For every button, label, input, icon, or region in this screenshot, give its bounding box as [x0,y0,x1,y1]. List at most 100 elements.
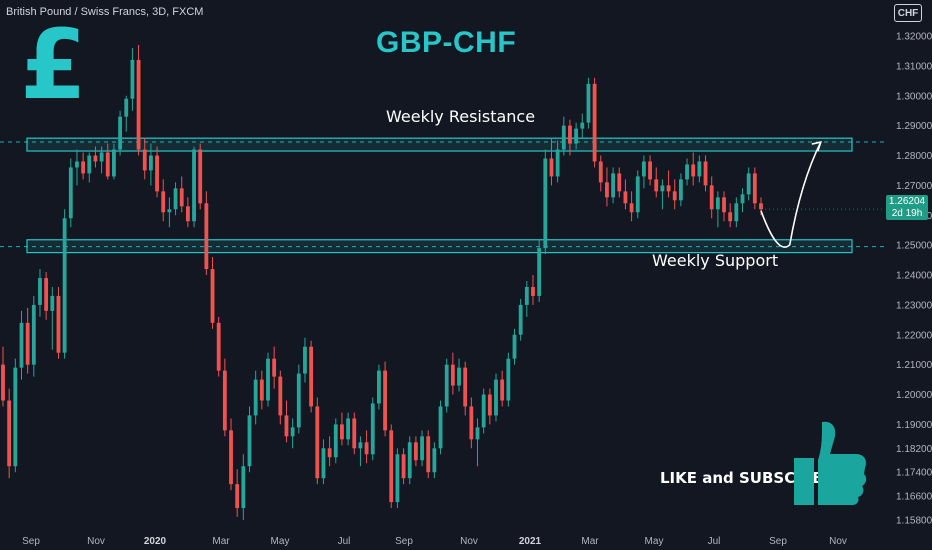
candle [81,152,86,180]
x-tick-label: Mar [581,536,599,547]
candle [112,143,116,180]
candle [481,388,486,434]
currency-button[interactable]: CHF [894,4,922,22]
candle [494,373,498,422]
projection-layer [760,140,823,248]
candle [31,295,36,377]
x-tick-label: Nov [87,536,105,547]
candle [715,191,720,228]
y-tick-label: 1.24000 [896,271,932,282]
candle [321,439,326,485]
symbol-title: British Pound / Swiss Francs, 3D, FXCM [6,6,204,18]
candle [44,272,49,320]
candle [179,176,184,213]
x-tick-label: Sep [395,536,413,547]
projection-arrow-path [760,141,822,248]
candle [266,352,270,407]
candle [722,191,726,222]
candle [746,167,751,201]
y-tick-label: 1.19000 [896,420,932,431]
candle [87,152,92,183]
candle [253,370,258,425]
candle [358,436,363,467]
x-tick-label: Mar [212,536,230,547]
y-tick-label: 1.28000 [896,151,932,162]
candle [629,191,634,222]
candle [364,430,369,464]
candle [136,44,141,156]
candle [469,397,474,449]
candle [192,146,196,228]
arrow-head-icon [811,140,823,152]
candle [75,149,79,186]
x-tick-label: 2021 [519,536,542,547]
candle [352,412,357,455]
candle [161,179,166,222]
y-tick-label: 1.23000 [896,300,932,311]
candle [346,412,351,446]
candle [185,197,190,228]
candle [574,122,579,150]
resistance-label: Weekly Resistance [386,107,536,126]
candle [56,286,61,359]
candle [635,170,640,219]
candle [586,77,591,129]
candle [642,155,646,189]
candle [296,364,301,434]
y-tick-label: 1.29000 [896,121,932,132]
thumbs-up-icon [794,421,867,506]
candle [549,137,554,186]
y-tick-label: 1.18200 [896,444,932,455]
candle [623,179,628,210]
x-tick-label: Nov [460,536,478,547]
candle [438,400,443,455]
candle [703,155,708,192]
candle [420,430,424,467]
candle [617,167,622,198]
x-tick-label: Sep [769,536,787,547]
candle [118,110,122,156]
candle [99,146,104,174]
candle [241,454,246,520]
candle [487,388,492,425]
cta-text: LIKE and SUBSCRIBE [660,469,835,487]
candle [377,364,381,410]
candle [204,191,209,276]
candle [598,155,603,192]
candle [50,286,55,350]
candle [685,158,689,186]
time-axis[interactable]: Sep Nov 2020 Mar May Jul Sep Nov 2021 Mar May Jul Se… [22,536,847,547]
candle [124,95,129,132]
candle [450,352,455,395]
candle [697,155,702,183]
candle [7,388,12,479]
candle [222,358,227,437]
candle [728,203,733,228]
candle [432,442,437,479]
zone-layer [0,137,884,254]
candle [524,280,529,317]
candle [457,358,461,392]
price-axis[interactable]: 1.32000 1.31000 1.30000 1.29000 1.28000 1.270… [896,32,932,527]
candle [148,143,153,186]
candle [389,424,394,509]
candle [198,143,203,210]
last-price-badge: 1.26204 2d 19h [886,195,928,220]
pound-sign-icon: £ [20,9,87,121]
support-label: Weekly Support [652,251,779,270]
x-tick-label: Jul [708,536,721,547]
last-price-value: 1.26204 [888,196,926,207]
y-tick-label: 1.32000 [896,32,932,43]
candle [605,167,609,207]
candle [678,173,683,207]
chart-title: GBP-CHF [376,26,517,59]
candle [62,209,67,359]
candle [555,140,560,183]
y-tick-label: 1.25000 [896,241,932,252]
candle [303,337,307,383]
candle [130,47,135,111]
candle [167,197,172,228]
candle [229,418,233,491]
candle [580,113,585,138]
candle [13,358,18,473]
